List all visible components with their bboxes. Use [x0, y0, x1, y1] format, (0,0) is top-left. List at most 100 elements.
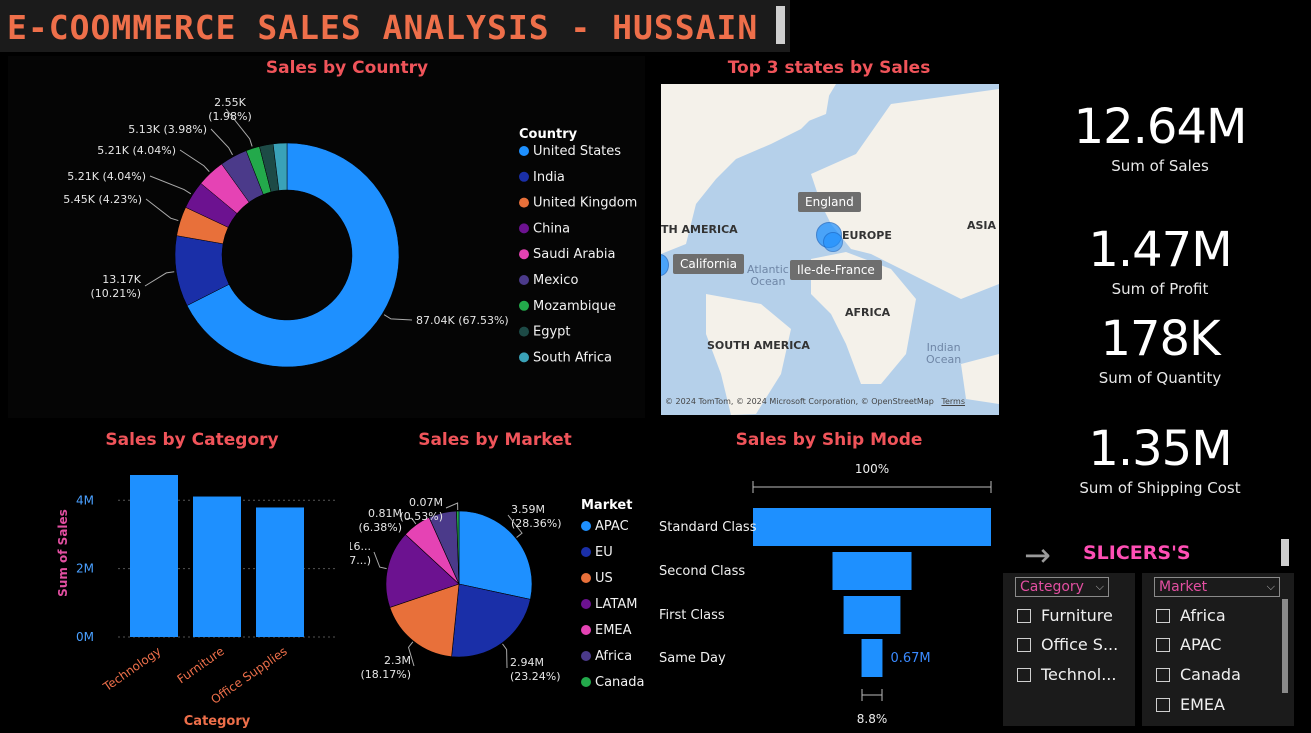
legend-dot: [581, 677, 591, 687]
south-america-land: [706, 294, 791, 415]
funnel-bar-first-class[interactable]: [843, 596, 901, 634]
checkbox-icon[interactable]: [1017, 668, 1031, 682]
legend-item: South Africa: [533, 350, 612, 365]
slicer-item-apac[interactable]: APAC: [1156, 635, 1221, 654]
north-america-land: [661, 84, 836, 254]
dashboard-title: E-COOMMERCE SALES ANALYSIS - HUSSAIN: [7, 8, 759, 47]
slicer-item-label: Office S...: [1041, 635, 1119, 654]
kpi-sales-value: 12.64M: [1073, 99, 1248, 155]
data-label: 0.07M: [409, 496, 443, 509]
slicer-item-technology[interactable]: Technol...: [1017, 665, 1116, 684]
africa-land: [811, 252, 916, 384]
checkbox-icon[interactable]: [1156, 638, 1170, 652]
data-label: 3.59M: [511, 503, 545, 516]
atlantic-word: Atlantic: [747, 263, 789, 276]
kpi-quantity-label: Sum of Quantity: [1098, 369, 1222, 387]
funnel-bar-second-class[interactable]: [832, 552, 912, 590]
kpi-sales: 12.64M Sum of Sales: [1040, 103, 1280, 175]
header-bar: E-COOMMERCE SALES ANALYSIS - HUSSAIN: [0, 0, 790, 52]
checkbox-icon[interactable]: [1156, 609, 1170, 623]
funnel-value-label: 0.67M: [890, 651, 930, 666]
leader-line: [373, 551, 387, 570]
slicer-item-furniture[interactable]: Furniture: [1017, 606, 1113, 625]
slicer-item-canada[interactable]: Canada: [1156, 665, 1241, 684]
market-slicer-scrollbar[interactable]: [1282, 599, 1288, 693]
ocean-word: Ocean: [750, 275, 786, 288]
kpi-profit-value: 1.47M: [1088, 222, 1232, 278]
y-axis-label: Sum of Sales: [56, 509, 70, 597]
donut-slice-south-africa[interactable]: [272, 142, 288, 191]
sales-map[interactable]: England California Ile-de-France EUROPE …: [661, 84, 999, 415]
idf-bubble[interactable]: [823, 232, 843, 252]
legend-item: China: [533, 221, 570, 236]
legend-dot: [581, 599, 591, 609]
slicers-heading: SLICERS'S: [1083, 542, 1191, 564]
checkbox-icon[interactable]: [1156, 668, 1170, 682]
checkbox-icon[interactable]: [1156, 698, 1170, 712]
legend-item: Mexico: [533, 273, 578, 288]
data-label: 5.21K (4.04%): [97, 144, 176, 157]
pie-slice-latam[interactable]: [385, 534, 460, 608]
australia-land: [961, 354, 999, 404]
pie-slice-us[interactable]: [389, 583, 460, 657]
leader-line: [407, 641, 415, 667]
pie-slice-canada[interactable]: [456, 510, 460, 585]
text-cursor-icon: [776, 6, 785, 44]
legend-item: United Kingdom: [533, 196, 637, 211]
x-axis-label: Category: [184, 714, 251, 729]
funnel-top-label: 100%: [855, 462, 889, 476]
legend-item: EU: [595, 545, 613, 560]
kpi-shipping: 1.35M Sum of Shipping Cost: [1040, 425, 1280, 497]
legend-item: Africa: [595, 649, 632, 664]
chevron-down-icon: ⌵: [1266, 580, 1275, 593]
category-dropdown[interactable]: Category ⌵: [1015, 577, 1109, 597]
map-title: Top 3 states by Sales: [727, 58, 931, 78]
terms-link[interactable]: Terms: [941, 397, 966, 406]
country-donut-chart[interactable]: 87.04K (67.53%) 13.17K(10.21%) 5.45K (4.23…: [8, 80, 645, 400]
legend-item: Egypt: [533, 325, 571, 340]
bar-furniture[interactable]: [193, 496, 241, 637]
california-label: California: [673, 254, 744, 274]
y-tick-label: 2M: [76, 562, 94, 576]
checkbox-icon[interactable]: [1017, 638, 1031, 652]
chevron-down-icon: ⌵: [1095, 580, 1104, 593]
leader-line: [383, 314, 413, 321]
leader-line: [445, 502, 459, 511]
funnel-bar-standard-class[interactable]: [753, 508, 991, 546]
slicer-item-africa[interactable]: Africa: [1156, 606, 1226, 625]
data-label: 2.16...: [350, 540, 371, 553]
legend-dot: [519, 326, 529, 337]
data-label: 5.45K (4.23%): [63, 193, 142, 206]
pie-slice-apac[interactable]: [458, 510, 533, 600]
market-pie-chart[interactable]: 3.59M(28.36%) 2.94M(23.24%) 2.3M(18.17%) 2.…: [350, 455, 650, 733]
map-label-indian: Indian Ocean: [926, 342, 961, 366]
data-label: (10.21%): [90, 287, 141, 300]
legend-dot: [519, 223, 529, 234]
y-tick-label: 4M: [76, 493, 94, 507]
kpi-profit: 1.47M Sum of Profit: [1040, 226, 1280, 298]
leader-line: [179, 149, 210, 172]
funnel-bar-same-day[interactable]: [861, 639, 883, 677]
slicer-item-emea[interactable]: EMEA: [1156, 695, 1225, 714]
legend-item: EMEA: [595, 623, 632, 638]
ship-funnel-chart[interactable]: 100% Standard Class Second Class First Clas…: [650, 455, 1010, 733]
bar-office-supplies[interactable]: [256, 507, 304, 637]
market-dropdown[interactable]: Market ⌵: [1154, 577, 1280, 597]
donut-slice-united-states[interactable]: [186, 142, 400, 368]
legend-dot: [519, 300, 529, 311]
leader-line: [145, 198, 179, 222]
data-label: 0.81M: [368, 507, 402, 520]
legend-dot: [581, 573, 591, 583]
slicer-item-office[interactable]: Office S...: [1017, 635, 1118, 654]
pie-slice-eu[interactable]: [451, 583, 531, 658]
data-label: (0.53%): [399, 510, 443, 523]
legend-dot: [519, 197, 529, 208]
checkbox-icon[interactable]: [1017, 609, 1031, 623]
legend-dot: [581, 625, 591, 635]
arrow-right-icon: →: [1024, 536, 1051, 574]
bar-technology[interactable]: [130, 475, 178, 637]
legend-item: Mozambique: [533, 299, 616, 314]
legend-dot: [581, 547, 591, 557]
kpi-profit-label: Sum of Profit: [1111, 280, 1209, 298]
